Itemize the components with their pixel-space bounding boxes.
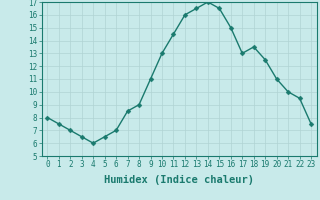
X-axis label: Humidex (Indice chaleur): Humidex (Indice chaleur): [104, 175, 254, 185]
